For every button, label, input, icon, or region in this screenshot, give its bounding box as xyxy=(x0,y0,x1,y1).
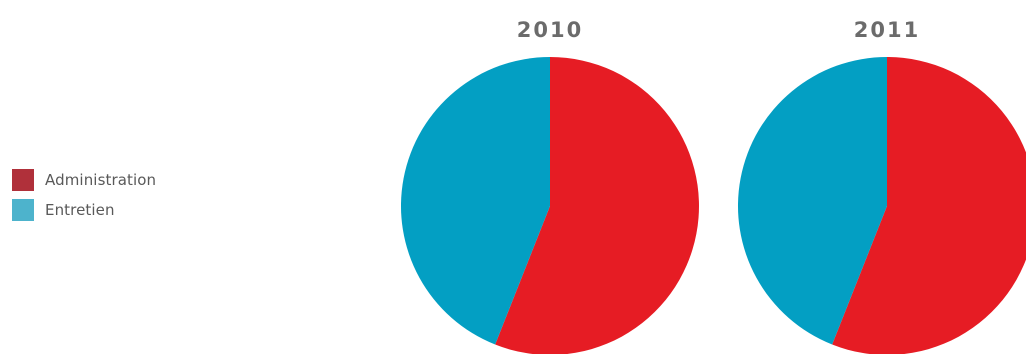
pie-2011: 2011 xyxy=(737,18,1026,354)
pie-2011-slice-administration xyxy=(832,57,1026,354)
legend-item-administration: Administration xyxy=(12,168,156,192)
pie-title-2010: 2010 xyxy=(517,18,583,42)
pie-2010-slice-entretien xyxy=(400,56,550,345)
chart-legend: Administration Entretien xyxy=(12,168,156,228)
legend-label-entretien: Entretien xyxy=(45,201,115,219)
pie-2010-slice-administration xyxy=(495,57,699,354)
pie-title-2011: 2011 xyxy=(854,18,920,42)
legend-item-entretien: Entretien xyxy=(12,198,156,222)
pie-2011-slice-entretien xyxy=(737,56,887,345)
legend-swatch-entretien xyxy=(12,199,34,221)
pie-2010: 2010 xyxy=(400,18,699,354)
legend-label-administration: Administration xyxy=(45,171,157,189)
legend-swatch-administration xyxy=(12,169,34,191)
